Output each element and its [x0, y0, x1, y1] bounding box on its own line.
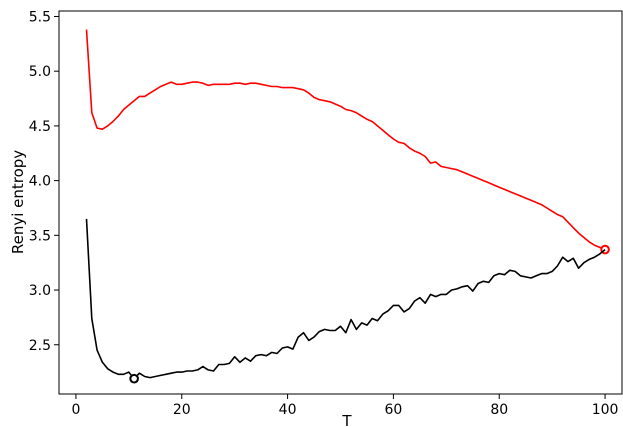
x-tick-label: 20	[173, 402, 191, 418]
x-tick-label: 60	[384, 402, 402, 418]
y-tick-label: 2.5	[29, 338, 51, 354]
series-marker-2	[129, 373, 139, 384]
y-tick-label: 4.0	[29, 174, 51, 190]
y-tick-label: 3.0	[29, 283, 51, 299]
x-axis-label: T	[341, 412, 352, 427]
y-axis-label: Renyi entropy	[9, 150, 27, 254]
y-tick-label: 5.5	[29, 9, 51, 25]
plot-frame	[58, 10, 623, 395]
x-tick-label: 80	[490, 402, 508, 418]
x-tick-label: 40	[279, 402, 297, 418]
x-axis-ticks: 0 20 40 60 80 100	[71, 394, 618, 418]
x-tick-label: 100	[592, 402, 619, 418]
y-tick-label: 4.5	[29, 119, 51, 135]
series-line-2	[85, 218, 606, 380]
y-tick-label: 3.5	[29, 228, 51, 244]
y-axis-ticks: 2.5 3.0 3.5 4.0 4.5 5.0 5.5	[29, 9, 59, 354]
series-line-1	[85, 29, 606, 251]
series-layer	[85, 29, 610, 384]
y-tick-label: 5.0	[29, 64, 51, 80]
x-tick-label: 0	[71, 402, 80, 418]
